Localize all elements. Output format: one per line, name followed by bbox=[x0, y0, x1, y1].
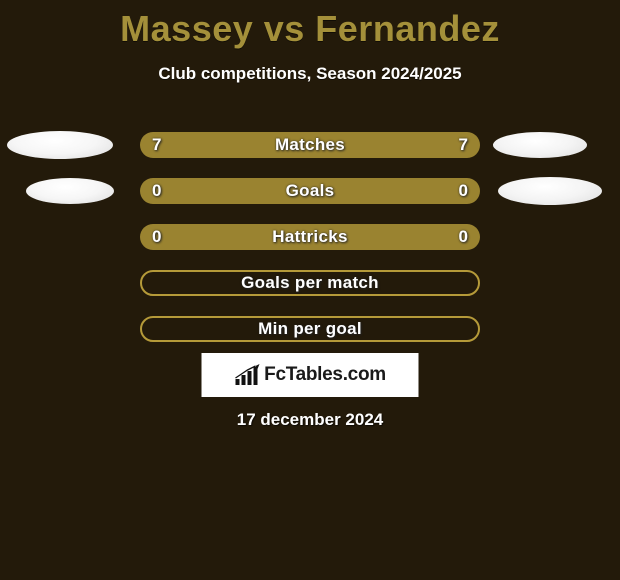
stat-right-value: 0 bbox=[459, 227, 468, 247]
stat-label: Goals per match bbox=[142, 273, 478, 293]
stat-row: Matches7 7 bbox=[0, 122, 620, 168]
right-marker-ellipse bbox=[498, 177, 602, 205]
bars-ascending-icon bbox=[234, 364, 260, 386]
stat-left-value: 0 bbox=[152, 181, 161, 201]
stat-pill: Min per goal bbox=[140, 316, 480, 342]
left-marker-ellipse bbox=[7, 131, 113, 159]
stat-label: Goals bbox=[140, 181, 480, 201]
stat-row: Goals per match bbox=[0, 260, 620, 306]
stat-right-value: 0 bbox=[459, 181, 468, 201]
page-title: Massey vs Fernandez bbox=[0, 0, 620, 50]
left-marker-ellipse bbox=[26, 178, 114, 204]
stat-left-value: 0 bbox=[152, 227, 161, 247]
stat-row: Hattricks0 0 bbox=[0, 214, 620, 260]
subtitle: Club competitions, Season 2024/2025 bbox=[0, 64, 620, 84]
stat-pill: Goals0 0 bbox=[140, 178, 480, 204]
stat-label: Matches bbox=[140, 135, 480, 155]
stat-pill: Matches7 7 bbox=[140, 132, 480, 158]
source-logo: FcTables.com bbox=[234, 364, 386, 386]
source-logo-text: FcTables.com bbox=[264, 364, 386, 386]
stats-rows: Matches77Goals00Hattricks00Goals per mat… bbox=[0, 122, 620, 352]
stat-label: Min per goal bbox=[142, 319, 478, 339]
right-marker-ellipse bbox=[493, 132, 587, 158]
source-logo-box: FcTables.com bbox=[202, 353, 419, 397]
infographic-root: Massey vs Fernandez Club competitions, S… bbox=[0, 0, 620, 580]
stat-pill: Hattricks0 0 bbox=[140, 224, 480, 250]
stat-label: Hattricks bbox=[140, 227, 480, 247]
stat-row: Min per goal bbox=[0, 306, 620, 352]
stat-left-value: 7 bbox=[152, 135, 161, 155]
footer-date: 17 december 2024 bbox=[0, 410, 620, 430]
stat-right-value: 7 bbox=[459, 135, 468, 155]
stat-row: Goals0 0 bbox=[0, 168, 620, 214]
stat-pill: Goals per match bbox=[140, 270, 480, 296]
